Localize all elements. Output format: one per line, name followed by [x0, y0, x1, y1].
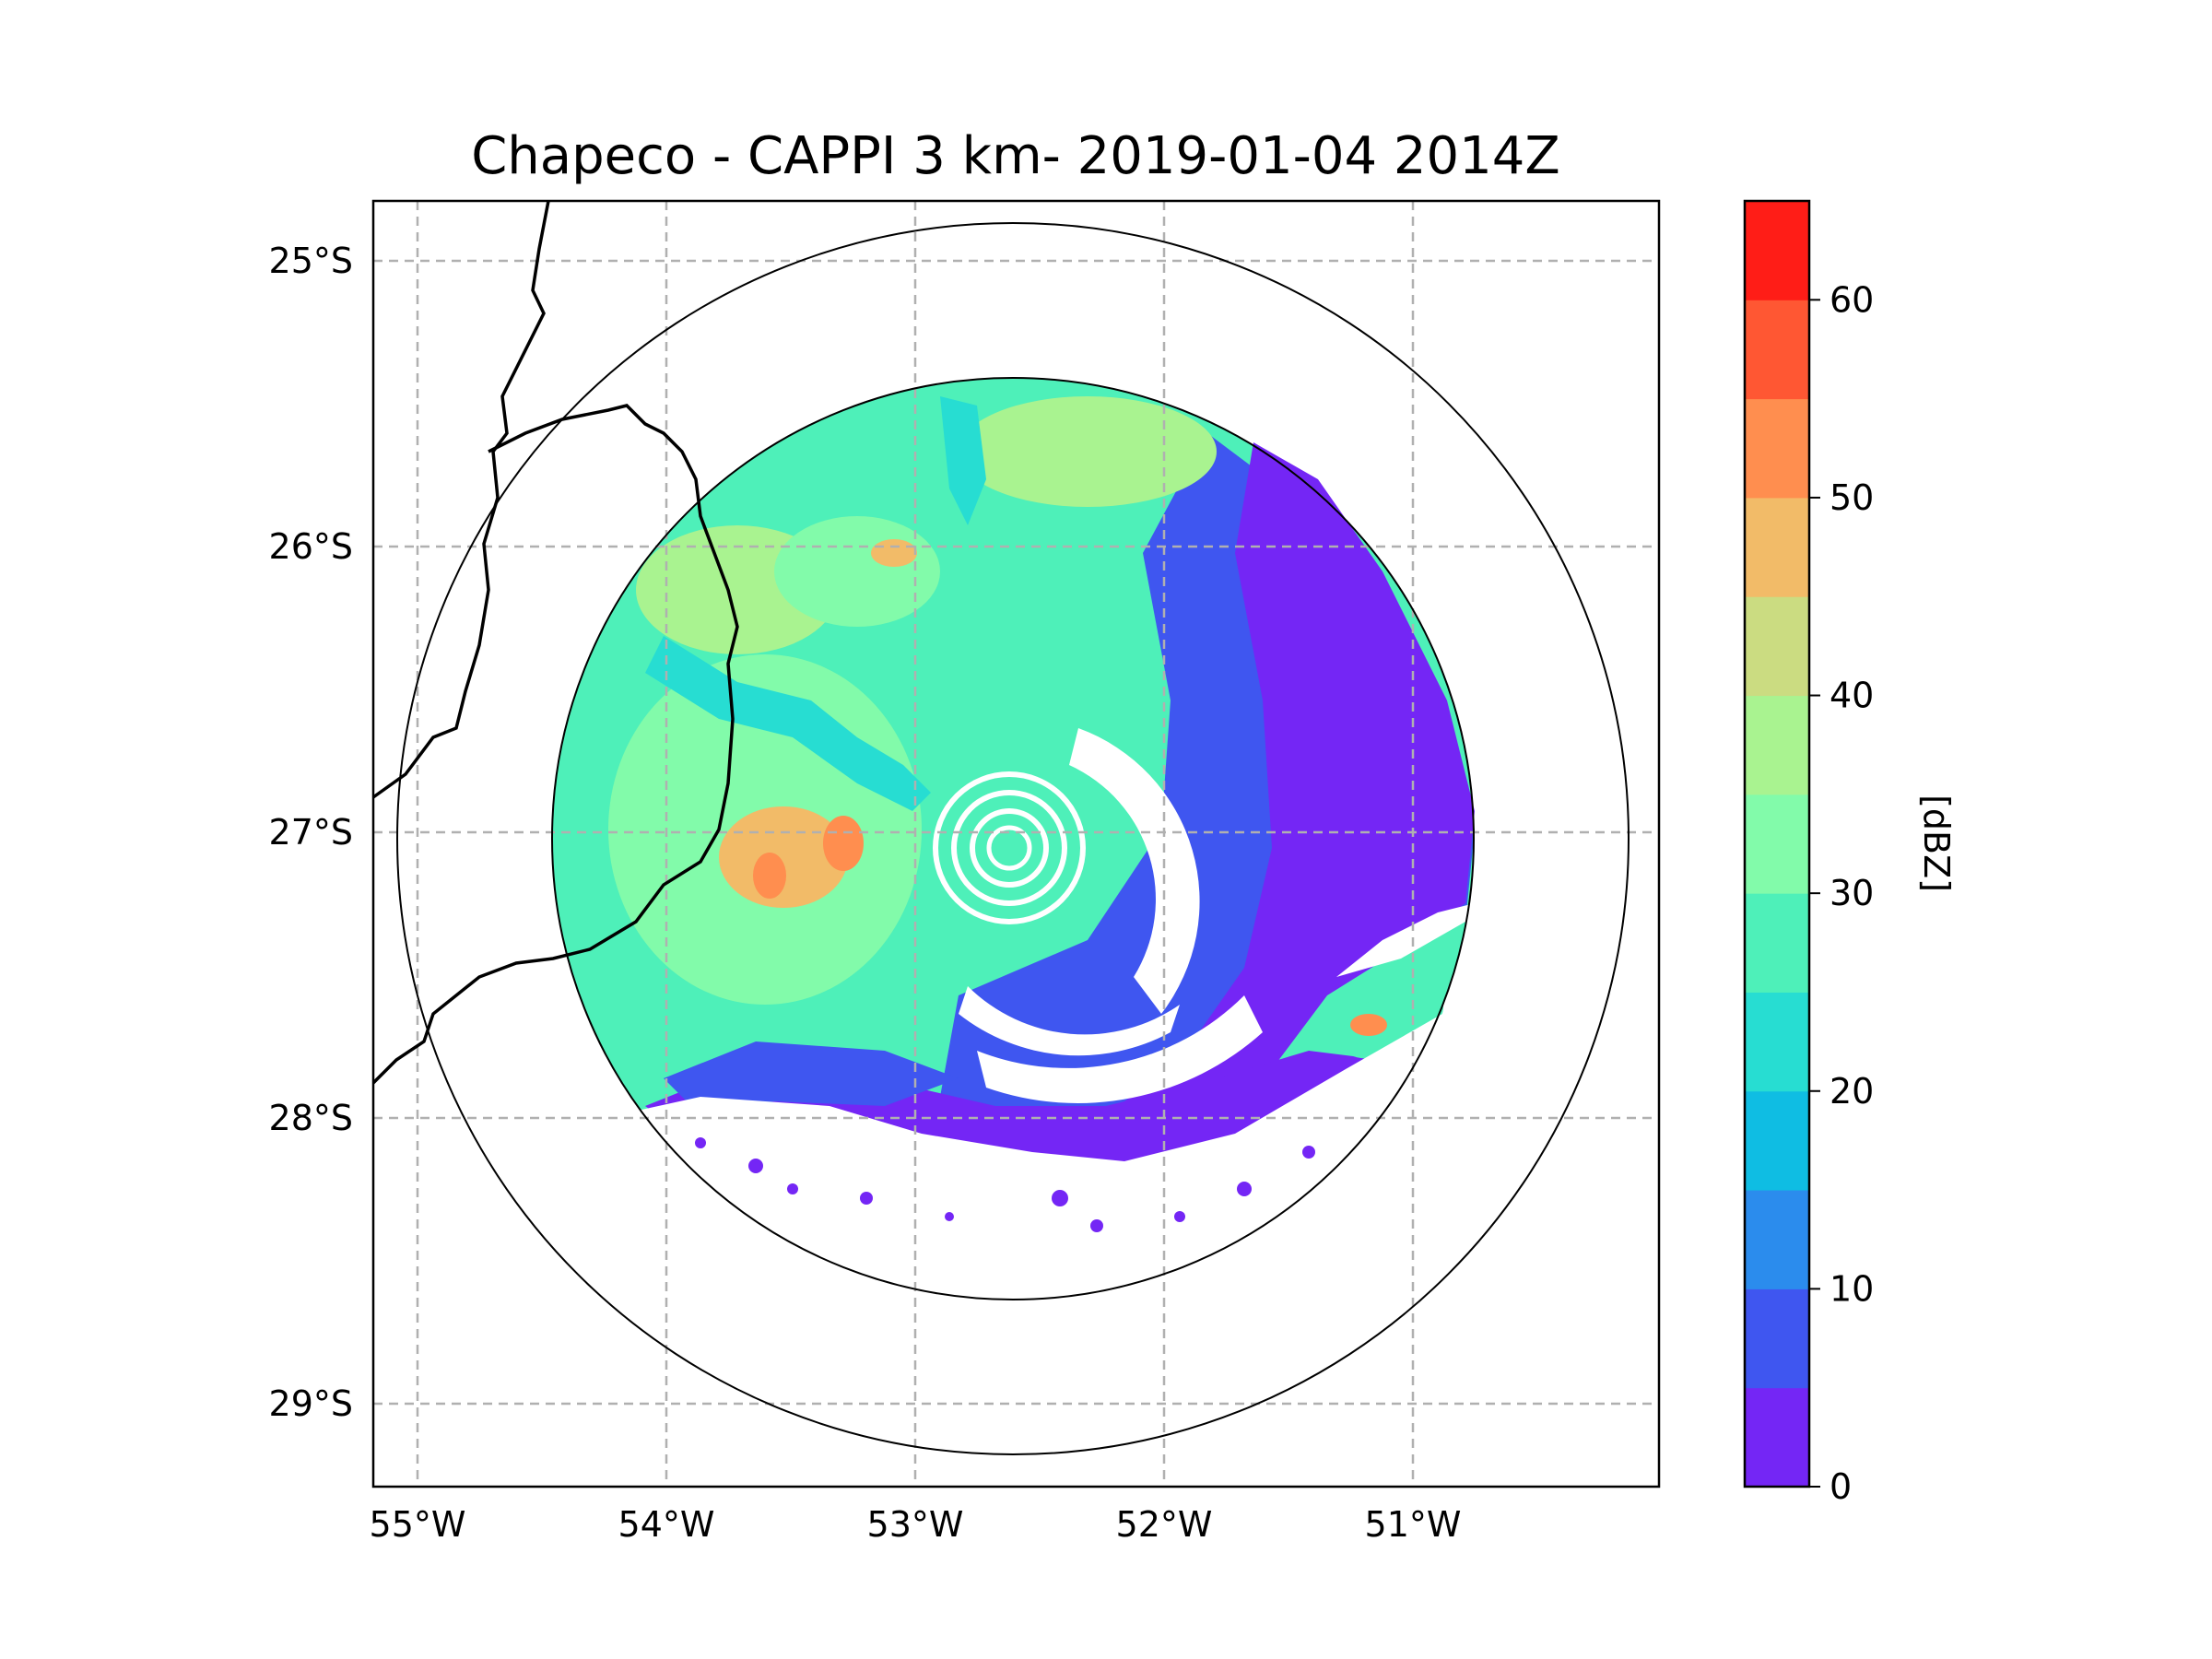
colorbar-tick-label: 50 [1830, 477, 1874, 518]
x-tick-label: 55°W [370, 1504, 466, 1545]
political-borders [373, 201, 739, 1085]
echo-west-core-peak [823, 816, 864, 871]
no-echo-region-east [1336, 903, 1475, 977]
border-line-west [373, 201, 550, 799]
x-tick-label: 54°W [618, 1504, 715, 1545]
colorbar-segment [1745, 398, 1809, 499]
map-plot-area [373, 201, 1659, 1487]
colorbar-segment [1745, 893, 1809, 993]
border-line-province [373, 404, 739, 1085]
colorbar-tick-label: 0 [1830, 1466, 1852, 1507]
center-clutter-ring-2 [951, 790, 1067, 906]
echo-southern-band-inner [664, 1041, 959, 1115]
colorbar-segment [1745, 201, 1809, 300]
x-tick-labels: 55°W 54°W 53°W 52°W 51°W [370, 1504, 1462, 1545]
colorbar-tick-label: 10 [1830, 1268, 1874, 1309]
no-echo-region-south [553, 995, 1475, 1309]
graticule [373, 201, 1659, 1487]
no-echo-arc-mid [959, 986, 1180, 1056]
colorbar-segment [1745, 300, 1809, 400]
colorbar-segment [1745, 1090, 1809, 1191]
range-ring-outer [396, 222, 1630, 1455]
colorbar-label: [dBZ] [1916, 794, 1957, 892]
x-tick-label: 51°W [1365, 1504, 1462, 1545]
plot-frame [371, 199, 1661, 1488]
echo-channel-northwest [645, 636, 931, 811]
echo-southeast-core [1350, 1014, 1387, 1036]
colorbar-segment [1745, 497, 1809, 597]
colorbar-segment [1745, 794, 1809, 894]
y-tick-label: 27°S [269, 812, 353, 853]
colorbar-segment [1745, 1190, 1809, 1289]
y-tick-label: 29°S [269, 1383, 353, 1424]
center-clutter-ring-3 [970, 808, 1049, 888]
colorbar-segment [1745, 695, 1809, 795]
chart-title: Chapeco - CAPPI 3 km- 2019-01-04 2014Z [471, 126, 1560, 186]
y-tick-label: 28°S [269, 1098, 353, 1138]
echo-west-core-peak2 [753, 853, 786, 899]
colorbar [1745, 201, 1809, 1488]
colorbar-ticks: 0 10 20 30 40 50 60 [1809, 279, 1874, 1507]
reflectivity-echo-layer [552, 378, 1475, 1309]
echo-north-core [871, 539, 917, 567]
colorbar-segment [1745, 992, 1809, 1092]
y-tick-labels: 25°S 26°S 27°S 28°S 29°S [269, 241, 353, 1424]
colorbar-tick-label: 20 [1830, 1071, 1874, 1112]
x-tick-label: 53°W [867, 1504, 964, 1545]
colorbar-segment [1745, 1288, 1809, 1389]
y-tick-label: 26°S [269, 526, 353, 567]
center-clutter-ring-1 [933, 771, 1086, 924]
x-tick-label: 52°W [1116, 1504, 1213, 1545]
colorbar-tick-label: 40 [1830, 676, 1874, 716]
colorbar-tick-label: 60 [1830, 279, 1874, 320]
echo-north-moderate [959, 396, 1217, 507]
colorbar-segment [1745, 1387, 1809, 1488]
y-tick-label: 25°S [269, 241, 353, 281]
colorbar-tick-label: 30 [1830, 873, 1874, 913]
no-echo-arc-outer [1069, 728, 1200, 1014]
colorbar-frame [1743, 199, 1811, 1488]
echo-speckle-south [695, 1137, 1315, 1232]
echo-channel-north [940, 396, 986, 525]
range-ring-inner [551, 377, 1475, 1300]
colorbar-segment [1745, 596, 1809, 697]
center-clutter-ring-4 [986, 825, 1032, 871]
no-echo-arc-low [977, 995, 1263, 1103]
